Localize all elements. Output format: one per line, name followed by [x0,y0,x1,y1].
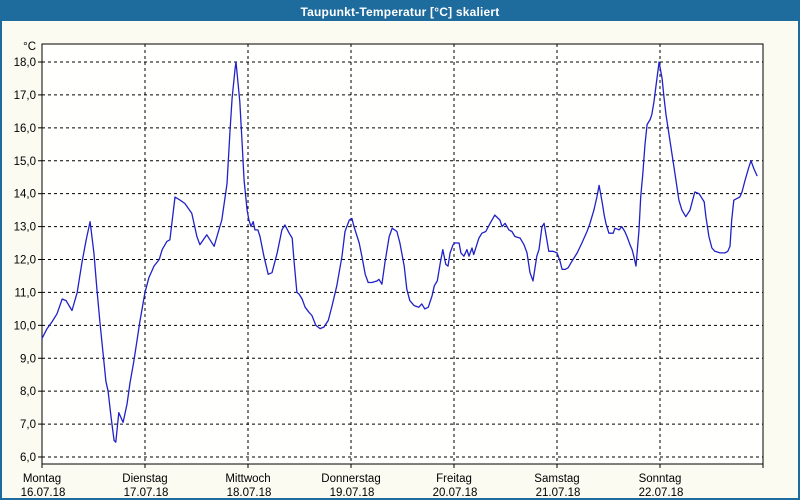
x-axis-day-label: Sonntag [639,473,682,485]
x-axis-day-label: Samstag [534,473,579,485]
y-axis-tick-label: 11,0 [14,287,36,299]
x-axis-date-label: 20.07.18 [433,487,478,499]
y-axis-tick-label: 7,0 [20,419,36,431]
chart-title: Taupunkt-Temperatur [°C] skaliert [300,4,500,19]
y-axis-tick-label: 8,0 [20,386,36,398]
x-axis-day-label: Donnerstag [321,473,380,485]
x-axis-date-label: 16.07.18 [21,487,66,499]
x-axis-day-label: Mittwoch [225,473,270,485]
chart-area: 18,0 17,0 16,0 15,0 14,0 13,0 12,0 11,0 10,0 9,0 8… [2,21,798,498]
y-axis-tick-label: 12,0 [14,255,36,267]
x-axis-day-label: Montag [23,473,61,485]
y-axis-tick-label: 9,0 [20,353,36,365]
y-axis-tick-label: 18,0 [14,57,36,69]
plot-border [41,43,764,465]
x-axis-date-label: 17.07.18 [124,487,169,499]
dewpoint-line-series [41,61,758,443]
y-axis-tick-label: 10,0 [14,320,36,332]
y-axis-tick-label: 6,0 [20,452,36,464]
y-axis-tick-label: 14,0 [14,189,36,201]
chart-canvas: 18,0 17,0 16,0 15,0 14,0 13,0 12,0 11,0 10,0 9,0 8… [14,41,764,499]
x-axis-day-label: Dienstag [122,473,167,485]
y-axis-tick-label: 15,0 [14,156,36,168]
x-axis-date-label: 19.07.18 [330,487,375,499]
y-axis-tick-label: 17,0 [14,90,36,102]
x-axis-date-label: 18.07.18 [227,487,272,499]
y-axis-unit-label: °C [23,41,36,53]
chart-title-bar: Taupunkt-Temperatur [°C] skaliert [2,2,798,21]
y-axis-tick-label: 16,0 [14,123,36,135]
x-axis-date-label: 22.07.18 [639,487,684,499]
y-axis-tick-label: 13,0 [14,222,36,234]
x-axis-day-label: Freitag [436,473,472,485]
x-axis-date-label: 21.07.18 [536,487,581,499]
